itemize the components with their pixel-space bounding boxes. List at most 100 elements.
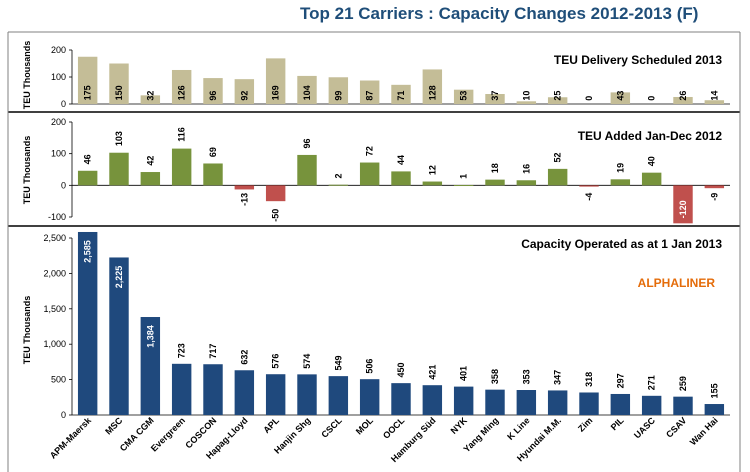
y-tick-label: 2,500 [43, 233, 66, 243]
bar [547, 97, 568, 104]
bar-value-label: 126 [177, 85, 187, 100]
bar-value-label: 32 [145, 91, 155, 101]
bar [203, 78, 223, 104]
bar [234, 370, 255, 415]
x-tick-label: K Line [505, 415, 532, 442]
bar-value-label: 401 [459, 366, 469, 381]
panel-title: TEU Delivery Scheduled 2013 [554, 53, 722, 67]
bar-value-label: 52 [553, 152, 563, 162]
bar [77, 170, 98, 186]
bar-value-label: 421 [427, 365, 437, 380]
x-tick-label: UASC [632, 415, 657, 440]
bar-value-label: 37 [490, 91, 500, 101]
bar-value-label: 506 [365, 359, 375, 374]
bar [203, 163, 223, 186]
x-tick-label: Evergreen [149, 415, 187, 453]
bar [453, 185, 474, 187]
bar [297, 154, 317, 186]
bar-value-label: 96 [208, 91, 218, 101]
bar [203, 364, 223, 415]
bar [391, 84, 411, 104]
bar-value-label: 576 [271, 354, 281, 369]
bar-value-label: 116 [177, 127, 187, 142]
y-tick-label: 0 [61, 410, 66, 420]
x-tick-label: APM-Maersk [48, 415, 94, 461]
bar [140, 172, 161, 186]
bar [516, 180, 537, 186]
bar [485, 389, 505, 415]
bar-value-label: 175 [83, 85, 93, 100]
bar [109, 152, 129, 186]
bar-value-label: 318 [584, 372, 594, 387]
bar [673, 185, 693, 224]
bar-value-label: 19 [615, 163, 625, 173]
bar-value-label: 0 [647, 96, 657, 101]
y-tick-label: 2,000 [43, 268, 66, 278]
bar [171, 69, 192, 104]
y-tick-label: 200 [51, 45, 66, 55]
y-tick-label: 100 [51, 72, 66, 82]
bar [704, 100, 725, 104]
y-tick-label: 100 [51, 149, 66, 159]
bar-value-label: 150 [114, 85, 124, 100]
panel-title: TEU Added Jan-Dec 2012 [578, 129, 723, 143]
bar [140, 95, 161, 104]
bar [704, 185, 725, 189]
bar-value-label: 72 [365, 146, 375, 156]
bar-value-label: 16 [521, 164, 531, 174]
bar-value-label: 92 [239, 91, 249, 101]
bar-value-label: 103 [114, 131, 124, 146]
bar-value-label: 717 [208, 344, 218, 359]
bar-value-label: -13 [239, 193, 249, 206]
bar-value-label: 574 [302, 354, 312, 369]
bar-value-label: 12 [427, 165, 437, 175]
y-tick-label: 1,000 [43, 339, 66, 349]
bar [673, 396, 693, 415]
bar-value-label: 549 [333, 356, 343, 371]
bar-value-label: 42 [145, 156, 155, 166]
bar-value-label: 450 [396, 363, 406, 378]
bar-value-label: 128 [427, 85, 437, 100]
bar [109, 63, 129, 104]
bar [547, 390, 568, 415]
bar-value-label: 271 [647, 375, 657, 390]
bar [610, 179, 631, 186]
bar-value-label: 25 [553, 91, 563, 101]
y-axis-label: TEU Thousands [22, 41, 32, 110]
x-tick-label: MOL [354, 415, 376, 437]
bar [265, 374, 286, 415]
bar [359, 80, 380, 104]
bar [359, 162, 380, 186]
y-tick-label: 0 [61, 180, 66, 190]
bar [265, 58, 286, 104]
bar-value-label: 43 [615, 91, 625, 101]
bar-value-label: 1,384 [145, 325, 155, 348]
bar [610, 393, 631, 415]
bar-value-label: 2 [333, 173, 343, 178]
bar-value-label: 44 [396, 155, 406, 165]
bar [516, 390, 537, 415]
bar-value-label: 69 [208, 147, 218, 157]
x-tick-label: NYK [449, 415, 470, 436]
y-axis-label: TEU Thousands [22, 136, 32, 205]
bar [579, 185, 599, 187]
bar-value-label: 358 [490, 369, 500, 384]
bar-value-label: 155 [709, 383, 719, 398]
bar-value-label: 10 [521, 91, 531, 101]
bar [109, 257, 129, 415]
y-tick-label: -100 [48, 212, 66, 222]
chart-title: Top 21 Carriers : Capacity Changes 2012-… [300, 4, 699, 23]
bar-value-label: 169 [271, 85, 281, 100]
y-tick-label: 200 [51, 117, 66, 127]
x-tick-label: Zim [576, 415, 594, 433]
bar [359, 379, 380, 415]
bar [234, 79, 255, 104]
bar [673, 96, 693, 104]
bar-value-label: 104 [302, 85, 312, 100]
bar-value-label: 2,225 [114, 266, 124, 289]
bar-value-label: 87 [365, 91, 375, 101]
bar-value-label: 353 [521, 369, 531, 384]
bar-value-label: 347 [553, 370, 563, 385]
bar [328, 77, 349, 104]
